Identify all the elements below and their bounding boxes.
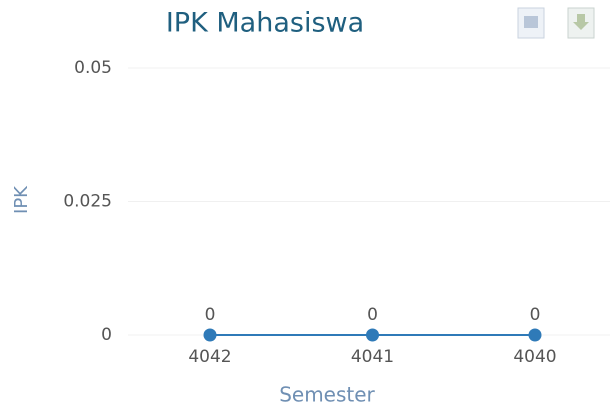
y-tick-label: 0.025	[63, 192, 112, 212]
y-tick-label: 0.05	[74, 58, 112, 78]
data-point	[203, 328, 217, 342]
x-tick-label: 4040	[513, 347, 556, 367]
x-axis-label: Semester	[279, 383, 375, 407]
x-tick-label: 4042	[188, 347, 231, 367]
y-axis-label: IPK	[11, 185, 32, 214]
data-point	[528, 328, 542, 342]
x-tick-label: 4041	[351, 347, 394, 367]
data-label: 0	[530, 305, 541, 325]
chart-title: IPK Mahasiswa	[166, 8, 364, 39]
data-label: 0	[367, 305, 378, 325]
print-icon	[524, 16, 538, 28]
y-tick-label: 0	[101, 325, 112, 345]
data-label: 0	[205, 305, 216, 325]
print-button[interactable]	[517, 7, 545, 39]
data-point	[366, 328, 379, 342]
download-icon	[573, 14, 589, 30]
download-button[interactable]	[567, 7, 595, 39]
